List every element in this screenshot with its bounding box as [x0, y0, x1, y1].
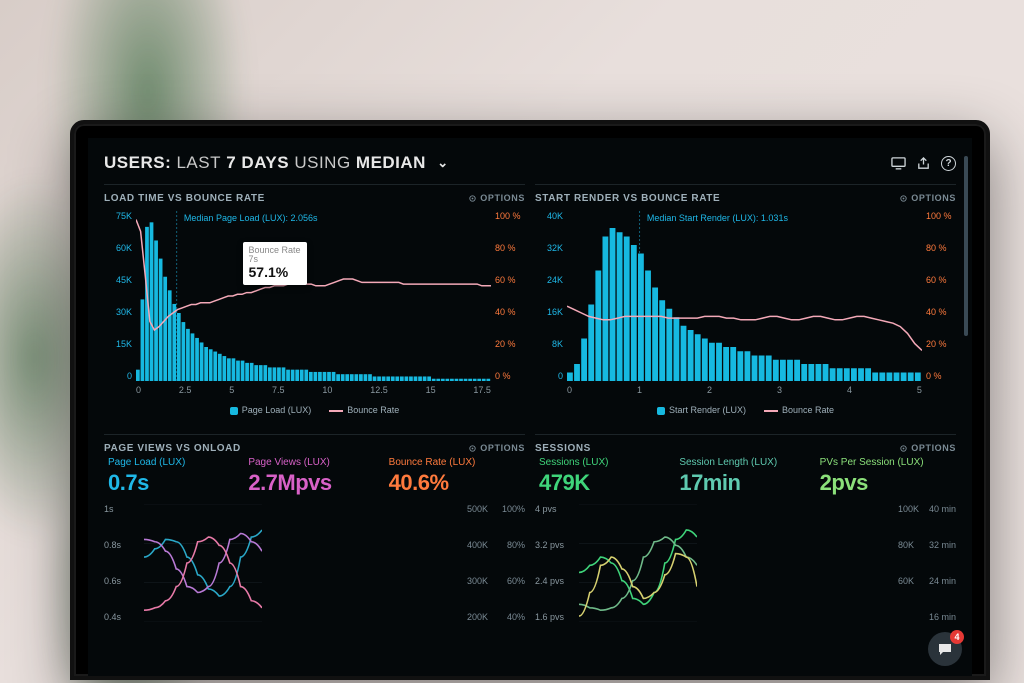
gear-icon: [899, 194, 908, 203]
mini-y-right: 100K40 min80K32 min60K24 min16 min: [898, 504, 956, 622]
monitor-icon[interactable]: [891, 156, 906, 171]
header-prefix: USERS:: [104, 153, 171, 172]
card-title: PAGE VIEWS VS ONLOAD: [104, 443, 241, 454]
header-actions: ?: [891, 156, 956, 171]
chart-start-render: 40K32K24K16K8K0 100 %80 %60 %40 %20 %0 %…: [535, 211, 956, 399]
scrollbar[interactable]: [964, 156, 968, 336]
options-label: OPTIONS: [911, 193, 956, 203]
options-label: OPTIONS: [480, 193, 525, 203]
options-button[interactable]: OPTIONS: [899, 193, 956, 203]
mini-y-right: 500K100%400K80%300K60%200K40%: [467, 504, 525, 622]
y-axis-left: 75K60K45K30K15K0: [104, 211, 132, 381]
header-bold1: 7 DAYS: [226, 153, 289, 172]
card-start-render: START RENDER VS BOUNCE RATE OPTIONS 40K3…: [535, 184, 956, 424]
card-sessions: SESSIONS OPTIONS Sessions (LUX)479KSessi…: [535, 434, 956, 676]
help-icon[interactable]: ?: [941, 156, 956, 171]
x-axis: 02.557.51012.51517.5: [136, 385, 491, 399]
plot-area[interactable]: Median Page Load (LUX): 2.056sBounce Rat…: [136, 211, 491, 381]
gear-icon: [468, 444, 477, 453]
header-bold2: MEDIAN: [356, 153, 426, 172]
options-button[interactable]: OPTIONS: [468, 443, 525, 453]
options-button[interactable]: OPTIONS: [468, 193, 525, 203]
mini-chart[interactable]: 1s0.8s0.6s0.4s 500K100%400K80%300K60%200…: [104, 504, 525, 622]
share-icon[interactable]: [916, 156, 931, 171]
card-title: SESSIONS: [535, 443, 591, 454]
chart-load-time: 75K60K45K30K15K0 100 %80 %60 %40 %20 %0 …: [104, 211, 525, 399]
mini-plot: [144, 504, 262, 622]
chart-legend: Start Render (LUX)Bounce Rate: [535, 405, 956, 415]
mini-y-left: 1s0.8s0.6s0.4s: [104, 504, 140, 622]
chat-icon: [937, 641, 953, 657]
mini-plot: [579, 504, 697, 622]
chat-button[interactable]: 4: [928, 632, 962, 666]
y-axis-right: 100 %80 %60 %40 %20 %0 %: [926, 211, 956, 381]
chart-legend: Page Load (LUX)Bounce Rate: [104, 405, 525, 415]
laptop-frame: USERS: LAST 7 DAYS USING MEDIAN ⌄ ? LOAD…: [70, 120, 990, 680]
options-label: OPTIONS: [911, 443, 956, 453]
page-header: USERS: LAST 7 DAYS USING MEDIAN ⌄ ?: [104, 148, 956, 178]
stats-row: Sessions (LUX)479KSession Length (LUX)17…: [535, 457, 956, 496]
mini-y-left: 4 pvs3.2 pvs2.4 pvs1.6 pvs: [535, 504, 571, 622]
mini-chart[interactable]: 4 pvs3.2 pvs2.4 pvs1.6 pvs 100K40 min80K…: [535, 504, 956, 622]
options-label: OPTIONS: [480, 443, 525, 453]
header-title[interactable]: USERS: LAST 7 DAYS USING MEDIAN ⌄: [104, 153, 449, 173]
header-thin1: LAST: [176, 153, 221, 172]
card-page-views: PAGE VIEWS VS ONLOAD OPTIONS Page Load (…: [104, 434, 525, 676]
notification-badge: 4: [950, 630, 964, 644]
chevron-down-icon[interactable]: ⌄: [437, 155, 448, 171]
plot-area[interactable]: Median Start Render (LUX): 1.031s: [567, 211, 922, 381]
dashboard-screen: USERS: LAST 7 DAYS USING MEDIAN ⌄ ? LOAD…: [88, 138, 972, 676]
dashboard-grid: LOAD TIME VS BOUNCE RATE OPTIONS 75K60K4…: [104, 184, 956, 676]
y-axis-right: 100 %80 %60 %40 %20 %0 %: [495, 211, 525, 381]
header-thin2: USING: [294, 153, 350, 172]
y-axis-left: 40K32K24K16K8K0: [535, 211, 563, 381]
gear-icon: [899, 444, 908, 453]
x-axis: 012345: [567, 385, 922, 399]
gear-icon: [468, 194, 477, 203]
card-title: START RENDER VS BOUNCE RATE: [535, 193, 720, 204]
options-button[interactable]: OPTIONS: [899, 443, 956, 453]
card-load-time: LOAD TIME VS BOUNCE RATE OPTIONS 75K60K4…: [104, 184, 525, 424]
stats-row: Page Load (LUX)0.7sPage Views (LUX)2.7Mp…: [104, 457, 525, 496]
card-title: LOAD TIME VS BOUNCE RATE: [104, 193, 265, 204]
